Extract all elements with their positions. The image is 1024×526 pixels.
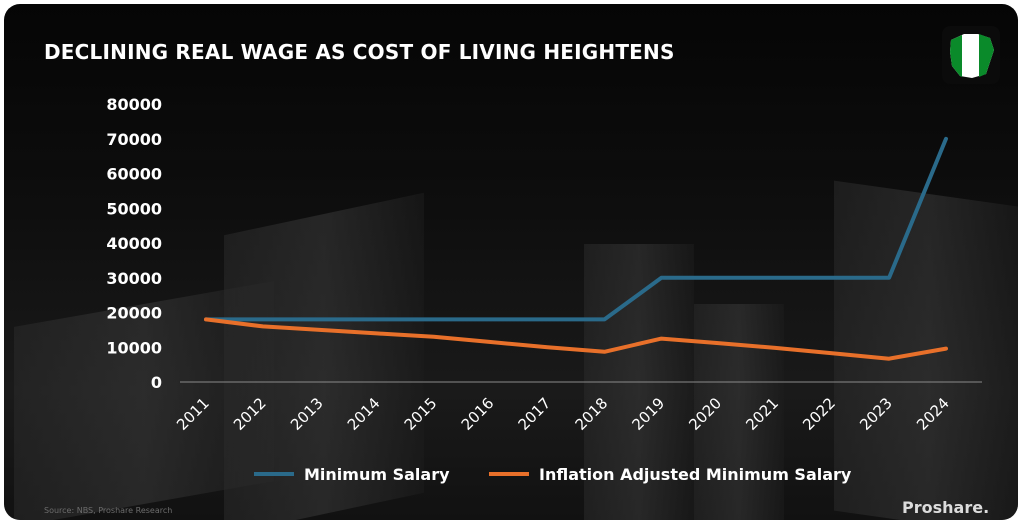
data-point xyxy=(489,317,493,321)
data-point xyxy=(659,337,663,341)
y-tick-label: 0 xyxy=(151,373,162,392)
x-tick-label: 2015 xyxy=(401,394,441,434)
x-tick-label: 2018 xyxy=(572,394,612,434)
data-point xyxy=(659,276,663,280)
data-point xyxy=(546,317,550,321)
nigeria-map-icon xyxy=(942,26,1000,84)
x-axis: 2011 2012 2013 2014 2015 2016 2017 2018 2019 2020… xyxy=(173,394,953,434)
legend: Minimum Salary Inflation Adjusted Minimum… xyxy=(254,465,852,484)
data-point xyxy=(432,317,436,321)
y-tick-label: 40000 xyxy=(106,234,162,253)
chart-title: DECLINING REAL WAGE AS COST OF LIVING HE… xyxy=(44,40,675,64)
y-tick-label: 30000 xyxy=(106,269,162,288)
data-point xyxy=(944,137,948,141)
x-tick-label: 2011 xyxy=(173,394,213,434)
y-axis: 0 10000 20000 30000 40000 50000 60000 70000 8000… xyxy=(106,95,162,392)
line-chart: 0 10000 20000 30000 40000 50000 60000 70000 8000… xyxy=(106,95,982,484)
data-point xyxy=(830,351,834,355)
data-point xyxy=(432,335,436,339)
data-point xyxy=(318,317,322,321)
data-point xyxy=(773,276,777,280)
x-tick-label: 2012 xyxy=(230,394,270,434)
series-line-0 xyxy=(204,136,948,322)
data-point xyxy=(375,331,379,335)
data-point xyxy=(602,350,606,354)
x-tick-label: 2023 xyxy=(856,394,896,434)
data-point xyxy=(204,317,208,321)
x-tick-label: 2021 xyxy=(742,394,782,434)
data-point xyxy=(602,317,606,321)
y-tick-label: 60000 xyxy=(106,165,162,184)
data-point xyxy=(546,345,550,349)
y-tick-label: 70000 xyxy=(106,130,162,149)
brand-logo: Proshare. xyxy=(902,498,990,517)
x-tick-label: 2024 xyxy=(913,394,953,434)
x-tick-label: 2014 xyxy=(344,394,384,434)
series-lines xyxy=(204,136,948,361)
x-tick-label: 2019 xyxy=(628,394,668,434)
data-point xyxy=(944,347,948,351)
y-tick-label: 20000 xyxy=(106,304,162,323)
y-tick-label: 50000 xyxy=(106,199,162,218)
data-point xyxy=(830,276,834,280)
background-building xyxy=(694,304,784,520)
source-note: Source: NBS, Proshare Research xyxy=(44,506,173,515)
x-tick-label: 2022 xyxy=(799,394,839,434)
series-line-1 xyxy=(204,317,948,361)
x-tick-label: 2020 xyxy=(685,394,725,434)
data-point xyxy=(489,340,493,344)
legend-label: Inflation Adjusted Minimum Salary xyxy=(539,465,852,484)
data-point xyxy=(716,276,720,280)
data-point xyxy=(773,346,777,350)
y-tick-label: 80000 xyxy=(106,95,162,114)
data-point xyxy=(318,328,322,332)
x-tick-label: 2017 xyxy=(515,394,555,434)
data-point xyxy=(261,317,265,321)
chart-frame: DECLINING REAL WAGE AS COST OF LIVING HE… xyxy=(4,4,1018,520)
data-point xyxy=(887,357,891,361)
x-tick-label: 2016 xyxy=(458,394,498,434)
data-point xyxy=(261,324,265,328)
x-tick-label: 2013 xyxy=(287,394,327,434)
data-point xyxy=(716,341,720,345)
legend-label: Minimum Salary xyxy=(304,465,450,484)
y-tick-label: 10000 xyxy=(106,338,162,357)
data-point xyxy=(375,317,379,321)
data-point xyxy=(887,276,891,280)
